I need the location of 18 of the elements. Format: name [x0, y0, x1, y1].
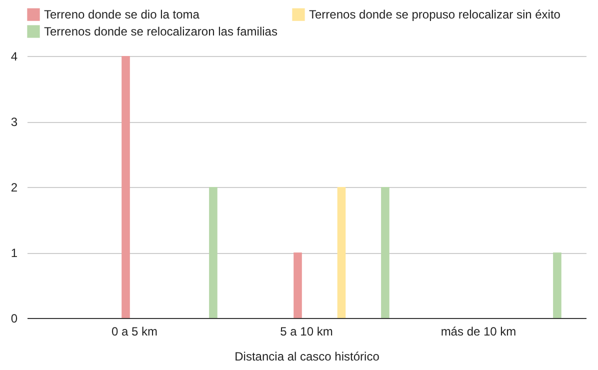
bar — [122, 56, 130, 318]
bar — [337, 187, 346, 318]
bar — [381, 187, 390, 318]
y-tick-label: 4 — [10, 50, 18, 64]
legend-label: Terreno donde se dio la toma — [44, 8, 200, 22]
x-tick-label: 0 a 5 km — [111, 324, 158, 338]
x-tick-label: 5 a 10 km — [280, 324, 333, 338]
bar — [294, 252, 302, 318]
y-tick-label: 2 — [10, 180, 18, 194]
x-axis-title: Distancia al casco histórico — [234, 350, 380, 364]
bar — [209, 187, 218, 318]
y-tick-label: 0 — [10, 312, 18, 326]
legend-label: Terrenos donde se relocalizaron las familias — [44, 24, 278, 38]
x-tick-label: más de 10 km — [440, 324, 516, 338]
y-tick-label: 1 — [10, 246, 18, 260]
y-tick-label: 3 — [10, 115, 18, 129]
legend-label: Terrenos donde se propuso relocalizar sin éxito — [309, 8, 561, 22]
bar — [553, 252, 562, 318]
